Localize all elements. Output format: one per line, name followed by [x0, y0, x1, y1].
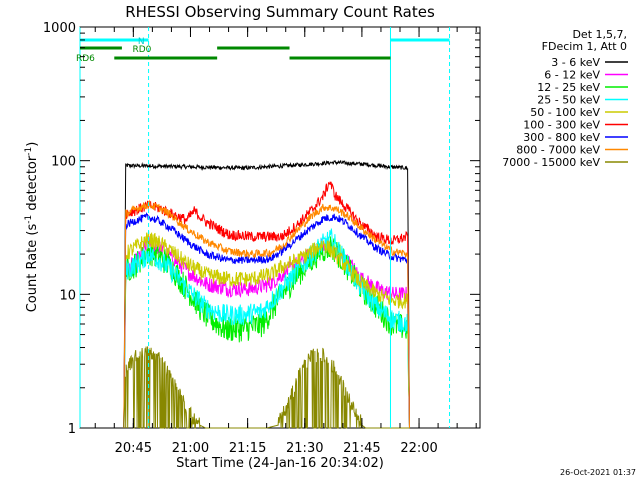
- legend-label: 7000 - 15000 keV: [502, 156, 600, 169]
- y-tick-label: 100: [51, 155, 76, 170]
- x-tick-label: 21:00: [172, 441, 209, 456]
- night-flag-label: N: [138, 37, 145, 47]
- y-tick-label: 10: [59, 288, 76, 303]
- legend-label: 12 - 25 keV: [537, 81, 600, 94]
- legend-label: 300 - 800 keV: [523, 131, 600, 144]
- series-line-8: [123, 199, 410, 429]
- legend-label: 25 - 50 keV: [537, 94, 600, 107]
- y-axis-label-mid: detector: [25, 155, 40, 215]
- rd0-flag-label: RD0: [132, 45, 151, 55]
- y-axis-label-sup1: -1: [24, 215, 34, 224]
- x-tick-label: 21:15: [229, 441, 266, 456]
- y-axis-label-main: Count Rate (s: [25, 224, 40, 313]
- chart-title: RHESSI Observing Summary Count Rates: [125, 3, 435, 21]
- y-axis-label-sup2: -1: [24, 147, 34, 156]
- y-axis-label: Count Rate (s-1 detector-1): [24, 142, 40, 313]
- x-tick-label: 21:45: [343, 441, 380, 456]
- footer-timestamp: 26-Oct-2021 01:37: [560, 468, 636, 477]
- series-line-7: [123, 212, 410, 429]
- y-axis-label-end: ): [25, 142, 40, 147]
- legend-label: 50 - 100 keV: [530, 106, 600, 119]
- y-tick-label: 1000: [43, 21, 76, 36]
- legend-label: 3 - 6 keV: [551, 56, 600, 69]
- x-tick-label: 20:45: [115, 441, 152, 456]
- rd6-flag-label: RD6: [76, 54, 95, 64]
- x-tick-label: 21:30: [286, 441, 323, 456]
- x-axis-label: Start Time (24-Jan-16 20:34:02): [176, 456, 384, 471]
- x-tick-label: 22:00: [400, 441, 437, 456]
- legend-label: 6 - 12 keV: [544, 69, 600, 82]
- legend-header-line: Det 1,5,7,: [572, 28, 627, 41]
- series-line-5: [123, 231, 410, 429]
- axes: 1 10 100 1000 20:45 21:00 21:15 21:30 21:45 22:00: [43, 21, 480, 456]
- legend-header-line: FDecim 1, Att 0: [542, 40, 627, 53]
- legend-label: 100 - 300 keV: [523, 119, 600, 132]
- series-line-1: [123, 159, 410, 429]
- y-tick-label: 1: [68, 422, 76, 437]
- legend-label: 800 - 7000 keV: [516, 144, 600, 157]
